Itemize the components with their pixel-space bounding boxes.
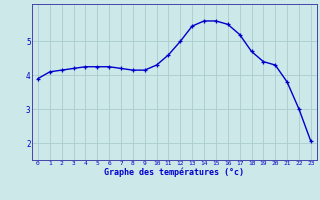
X-axis label: Graphe des températures (°c): Graphe des températures (°c) [104, 167, 244, 177]
